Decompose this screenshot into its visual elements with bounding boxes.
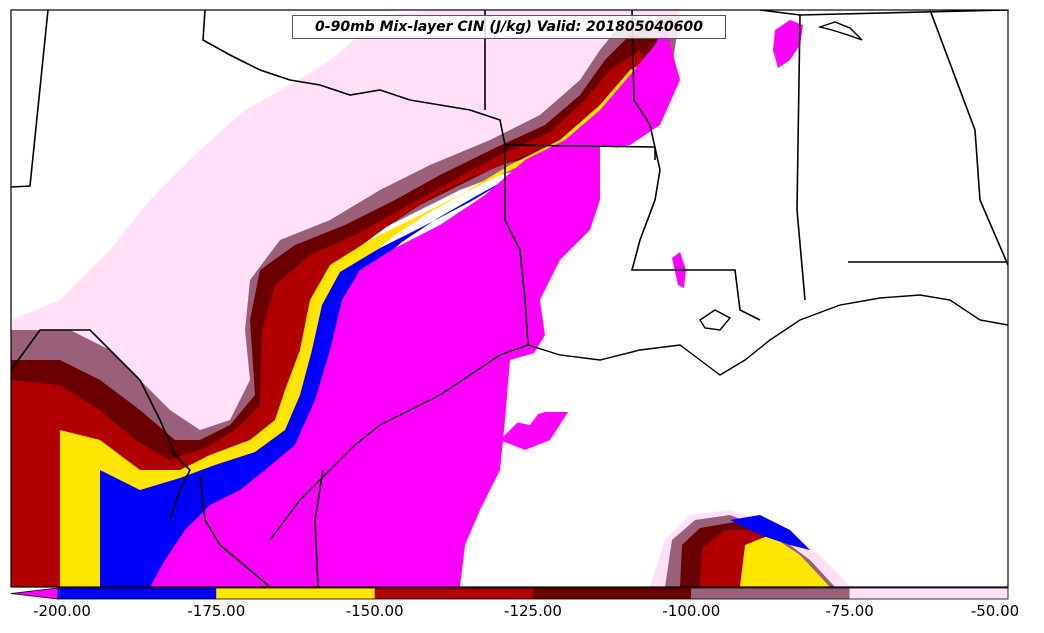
coastline bbox=[269, 21, 1008, 541]
cin-region-magenta-main bbox=[150, 25, 680, 587]
colorbar-tick-label: -125.00 bbox=[504, 602, 562, 620]
cin-region-yellow-southeast bbox=[740, 535, 830, 587]
map-frame bbox=[10, 9, 1009, 588]
colorbar-bin-5 bbox=[849, 588, 1008, 599]
colorbar bbox=[10, 587, 1009, 600]
map-title: 0-90mb Mix-layer CIN (J/kg) Valid: 20180… bbox=[292, 15, 726, 39]
colorbar-tick-label: -175.00 bbox=[187, 602, 246, 620]
colorbar-tick-label: -200.00 bbox=[33, 602, 91, 620]
cin-region-dark-red bbox=[11, 35, 670, 587]
colorbar-tick-label: -100.00 bbox=[662, 602, 721, 620]
colorbar-tick-label: -50.00 bbox=[970, 602, 1020, 620]
colorbar-bin-0 bbox=[58, 588, 217, 599]
colorbar-bin-4 bbox=[691, 588, 850, 599]
colorbar-under-arrow bbox=[10, 587, 59, 600]
state-borders bbox=[11, 10, 1008, 587]
colorbar-frame bbox=[57, 587, 1009, 600]
cin-region-white-gulf bbox=[505, 350, 560, 425]
map-content bbox=[11, 10, 1008, 587]
cin-region-white-louisiana bbox=[530, 145, 660, 400]
colorbar-tick-label: -75.00 bbox=[825, 602, 874, 620]
cin-region-blue-southeast bbox=[730, 515, 810, 550]
colorbar-tick-label: -150.00 bbox=[345, 602, 404, 620]
cin-region-magenta-gulf bbox=[500, 412, 568, 450]
cin-region-magenta-north bbox=[773, 20, 803, 68]
colorbar-bin-1 bbox=[216, 588, 375, 599]
colorbar-bin-3 bbox=[533, 588, 692, 599]
colorbar-bin-2 bbox=[374, 588, 533, 599]
